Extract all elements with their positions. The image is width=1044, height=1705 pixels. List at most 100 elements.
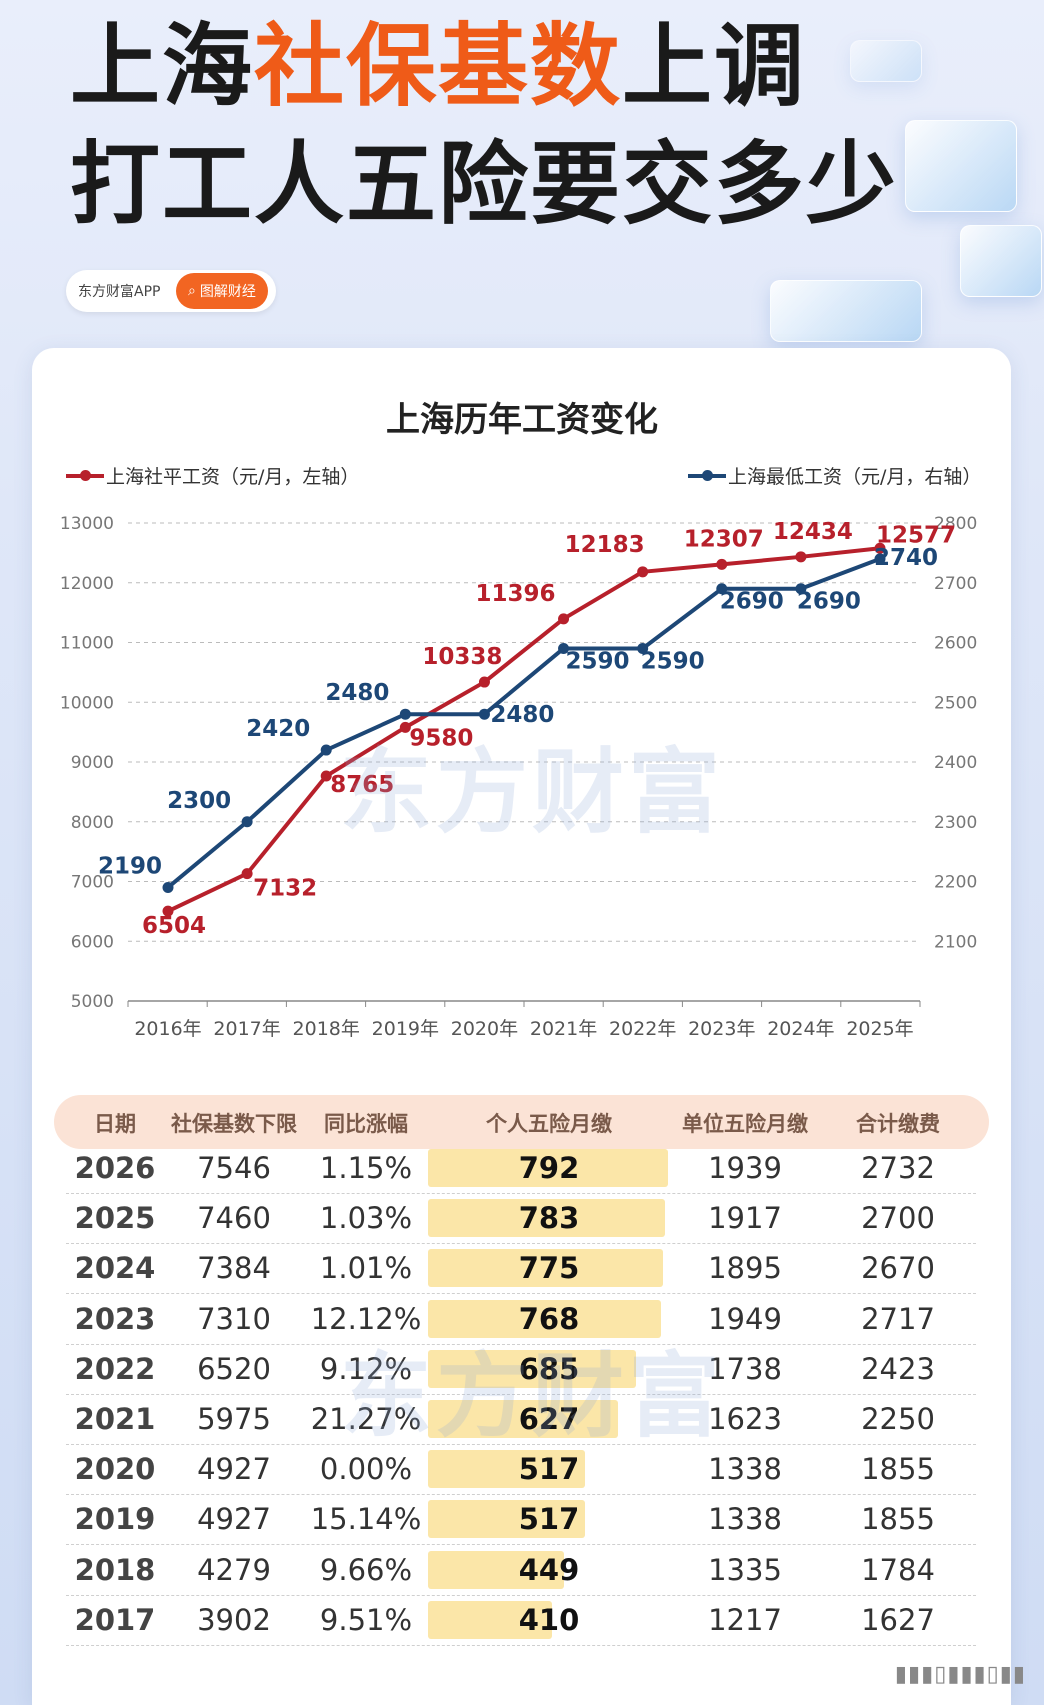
cell-base: 7384 [197,1251,271,1286]
point-min-wage [558,642,570,654]
point-avg-wage [716,558,728,570]
cell-employer: 1338 [708,1502,782,1537]
table-row: 2023 7310 12.12% 768 1949 2717 [66,1294,976,1345]
cell-year: 2018 [74,1552,156,1587]
y-left-tick-label: 5000 [71,992,114,1012]
data-label-min-wage: 2740 [874,545,938,571]
point-min-wage [320,744,332,756]
data-label-min-wage: 2690 [720,589,784,615]
table-header-cell: 社保基数下限 [171,1112,297,1136]
cell-total: 2700 [861,1201,935,1236]
series-line-min-wage [166,556,881,890]
cell-base: 4927 [197,1452,271,1487]
cell-total: 1855 [861,1502,935,1537]
series-line-avg-wage [167,546,881,913]
cell-total: 1784 [861,1552,935,1587]
cell-growth: 9.12% [319,1351,413,1386]
point-avg-wage [320,770,332,782]
point-min-wage [795,583,807,595]
cell-growth: 1.01% [319,1251,413,1286]
point-avg-wage [874,542,886,554]
table-row: 2020 4927 0.00% 517 1338 1855 [66,1444,976,1496]
contribution-bar [428,1199,666,1238]
cell-total: 2250 [861,1402,935,1436]
contribution-bar [428,1550,565,1589]
source-label: 东方财富APP [78,284,161,300]
data-label-avg-wage: 12183 [565,532,645,558]
point-avg-wage [162,905,174,917]
data-label-min-wage: 2420 [246,716,310,742]
contribution-bar [428,1600,553,1639]
cell-year: 2026 [74,1151,156,1185]
data-label-avg-wage: 6504 [142,913,206,939]
x-tick-label: 2024年 [767,1018,834,1040]
cell-personal: 792 [518,1151,580,1185]
data-label-min-wage: 2690 [797,589,861,615]
x-tick-label: 2018年 [293,1018,360,1040]
legend-swatch-blue [688,469,726,481]
cell-personal: 775 [518,1251,580,1286]
data-label-avg-wage: 7132 [253,876,317,902]
headline-part: 上海 [70,14,254,119]
point-min-wage [399,708,411,720]
cell-employer: 1217 [708,1602,782,1637]
headline-line2: 打工人五险要交多少 [70,132,898,237]
decor-cube [960,225,1042,297]
y-left-tick-label: 11000 [60,634,114,654]
y-left-tick-label: 7000 [71,873,114,893]
cell-total: 2670 [861,1251,935,1286]
cell-personal: 685 [518,1351,580,1386]
point-min-wage [241,816,253,828]
table-header-cell: 日期 [94,1112,136,1136]
point-avg-wage [795,551,807,563]
cell-year: 2017 [74,1602,156,1637]
table-header-cell: 个人五险月缴 [486,1112,612,1136]
table-row: 2022 6520 9.12% 685 1738 2423 [66,1344,976,1395]
y-right-tick-label: 2100 [934,932,977,952]
source-pill: 东方财富APP ⌕ 图解财经 [66,270,276,312]
cell-growth: 12.12% [310,1301,422,1336]
point-min-wage [637,642,649,654]
x-tick-label: 2017年 [213,1018,280,1040]
category-tag-label: 图解财经 [199,284,256,300]
contribution-bar [428,1450,585,1489]
point-avg-wage [241,868,253,880]
x-tick-label: 2020年 [451,1018,518,1040]
headline-accent: 社保基数 [254,14,622,119]
table-row: 2024 7384 1.01% 775 1895 2670 [66,1243,976,1295]
y-right-tick-label: 2700 [934,574,977,594]
cell-personal: 783 [518,1201,580,1236]
y-left-tick-label: 10000 [60,693,114,713]
x-tick-label: 2022年 [609,1018,676,1040]
data-label-avg-wage: 9580 [409,725,473,751]
cell-year: 2020 [74,1452,156,1487]
cell-growth: 0.00% [319,1452,413,1487]
cell-base: 5975 [197,1402,271,1436]
cell-growth: 15.14% [310,1502,422,1537]
contribution-bar [428,1349,636,1388]
y-right-tick-label: 2400 [934,753,977,773]
cell-growth: 1.15% [319,1151,413,1185]
legend-right: 上海最低工资（元/月，右轴） [688,462,981,489]
table-header-cell: 合计缴费 [856,1112,940,1136]
y-left-tick-label: 9000 [71,753,114,773]
legend-left: 上海社平工资（元/月，左轴） [66,462,359,489]
cell-year: 2023 [74,1301,156,1336]
cell-employer: 1917 [708,1201,782,1236]
category-tag[interactable]: ⌕ 图解财经 [176,273,268,309]
point-min-wage [478,708,490,720]
cell-total: 1855 [861,1452,935,1487]
cell-employer: 1895 [708,1251,782,1286]
line-chart: 5000 6000 7000 8000 9000 10000 11000 12000 13000… [60,514,977,1040]
decor-cube [905,120,1017,212]
data-label-avg-wage: 12577 [876,522,956,548]
table-row: 2025 7460 1.03% 783 1917 2700 [66,1193,976,1245]
cell-employer: 1939 [708,1151,782,1185]
table-header-bar [54,1095,989,1149]
table-row: 2021 5975 21.27% 627 1623 2250 [66,1394,976,1445]
point-min-wage [162,881,174,893]
x-tick-label: 2021年 [530,1018,597,1040]
y-right-tick-label: 2500 [934,693,977,713]
y-left-tick-label: 8000 [71,813,114,833]
cell-personal: 517 [518,1502,580,1537]
